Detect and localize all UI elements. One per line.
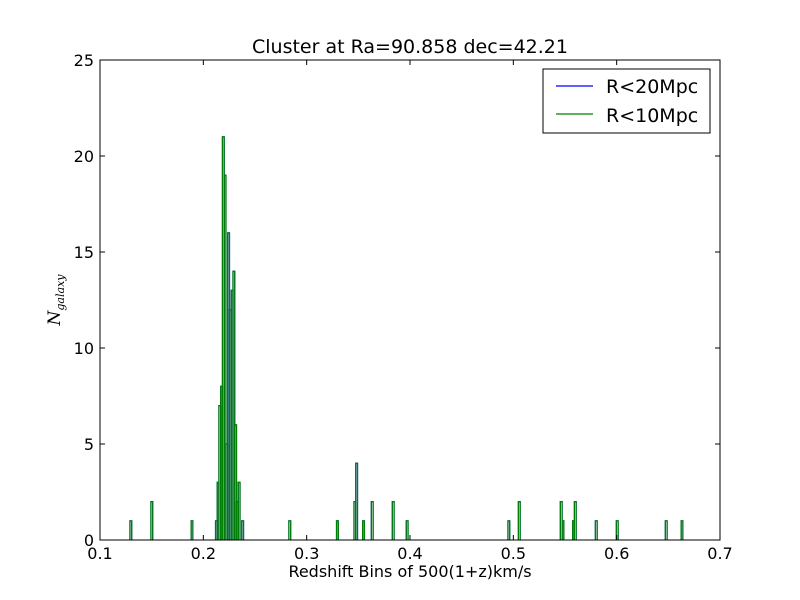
x-tick-label: 0.4 xyxy=(397,544,422,563)
x-tick-label: 0.7 xyxy=(707,544,732,563)
histogram-bin xyxy=(391,501,395,540)
x-tick-label: 0.1 xyxy=(87,544,112,563)
histogram-bin xyxy=(517,501,521,540)
legend: R<20Mpc R<10Mpc xyxy=(542,68,711,134)
x-tick-label: 0.3 xyxy=(294,544,319,563)
histogram-bin xyxy=(370,501,374,540)
x-tick-label: 0.5 xyxy=(501,544,526,563)
legend-label-r20: R<20Mpc xyxy=(606,76,698,98)
x-tick-label: 0.2 xyxy=(191,544,216,563)
y-tick-label: 5 xyxy=(84,435,94,454)
histogram-bin xyxy=(362,520,366,540)
histogram-bin xyxy=(594,520,598,540)
y-tick-label: 10 xyxy=(74,339,94,358)
histogram-bin xyxy=(150,501,154,540)
histogram-bin xyxy=(288,520,292,540)
y-tick-label: 0 xyxy=(84,531,94,550)
histogram-bin xyxy=(223,174,227,540)
histogram-bin xyxy=(190,520,194,540)
histogram-bin xyxy=(335,520,339,540)
histogram-bin xyxy=(355,462,359,540)
histogram-bin xyxy=(232,270,236,540)
series-layer xyxy=(129,136,684,540)
histogram-bin xyxy=(405,520,409,540)
y-axis-label-subscript: galaxy xyxy=(54,274,67,311)
svg-text:Ngalaxy: Ngalaxy xyxy=(45,274,67,327)
y-axis-label: Ngalaxy xyxy=(45,274,67,327)
x-axis-label: Redshift Bins of 500(1+z)km/s xyxy=(288,562,531,581)
histogram-bin xyxy=(237,481,241,540)
chart-title: Cluster at Ra=90.858 dec=42.21 xyxy=(252,36,568,58)
histogram-bin xyxy=(615,520,619,540)
histogram-bin xyxy=(129,520,133,540)
histogram-bin xyxy=(507,520,511,540)
y-tick-label: 15 xyxy=(74,243,94,262)
histogram-bin xyxy=(680,520,684,540)
histogram-bin xyxy=(573,501,577,540)
x-tick-label: 0.6 xyxy=(604,544,629,563)
y-axis-ticks: 0 5 10 15 20 25 xyxy=(74,51,720,550)
y-tick-label: 20 xyxy=(74,147,94,166)
histogram-bin xyxy=(241,520,245,540)
x-axis-ticks: 0.1 0.2 0.3 0.4 0.5 0.6 0.7 xyxy=(87,60,733,563)
legend-frame xyxy=(542,68,711,134)
histogram-bin xyxy=(664,520,668,540)
y-tick-label: 25 xyxy=(74,51,94,70)
histogram-bin xyxy=(234,424,238,540)
histogram-bin xyxy=(561,520,565,540)
legend-label-r10: R<10Mpc xyxy=(606,105,698,127)
series-1 xyxy=(129,136,684,540)
y-axis-label-main: N xyxy=(45,309,65,326)
